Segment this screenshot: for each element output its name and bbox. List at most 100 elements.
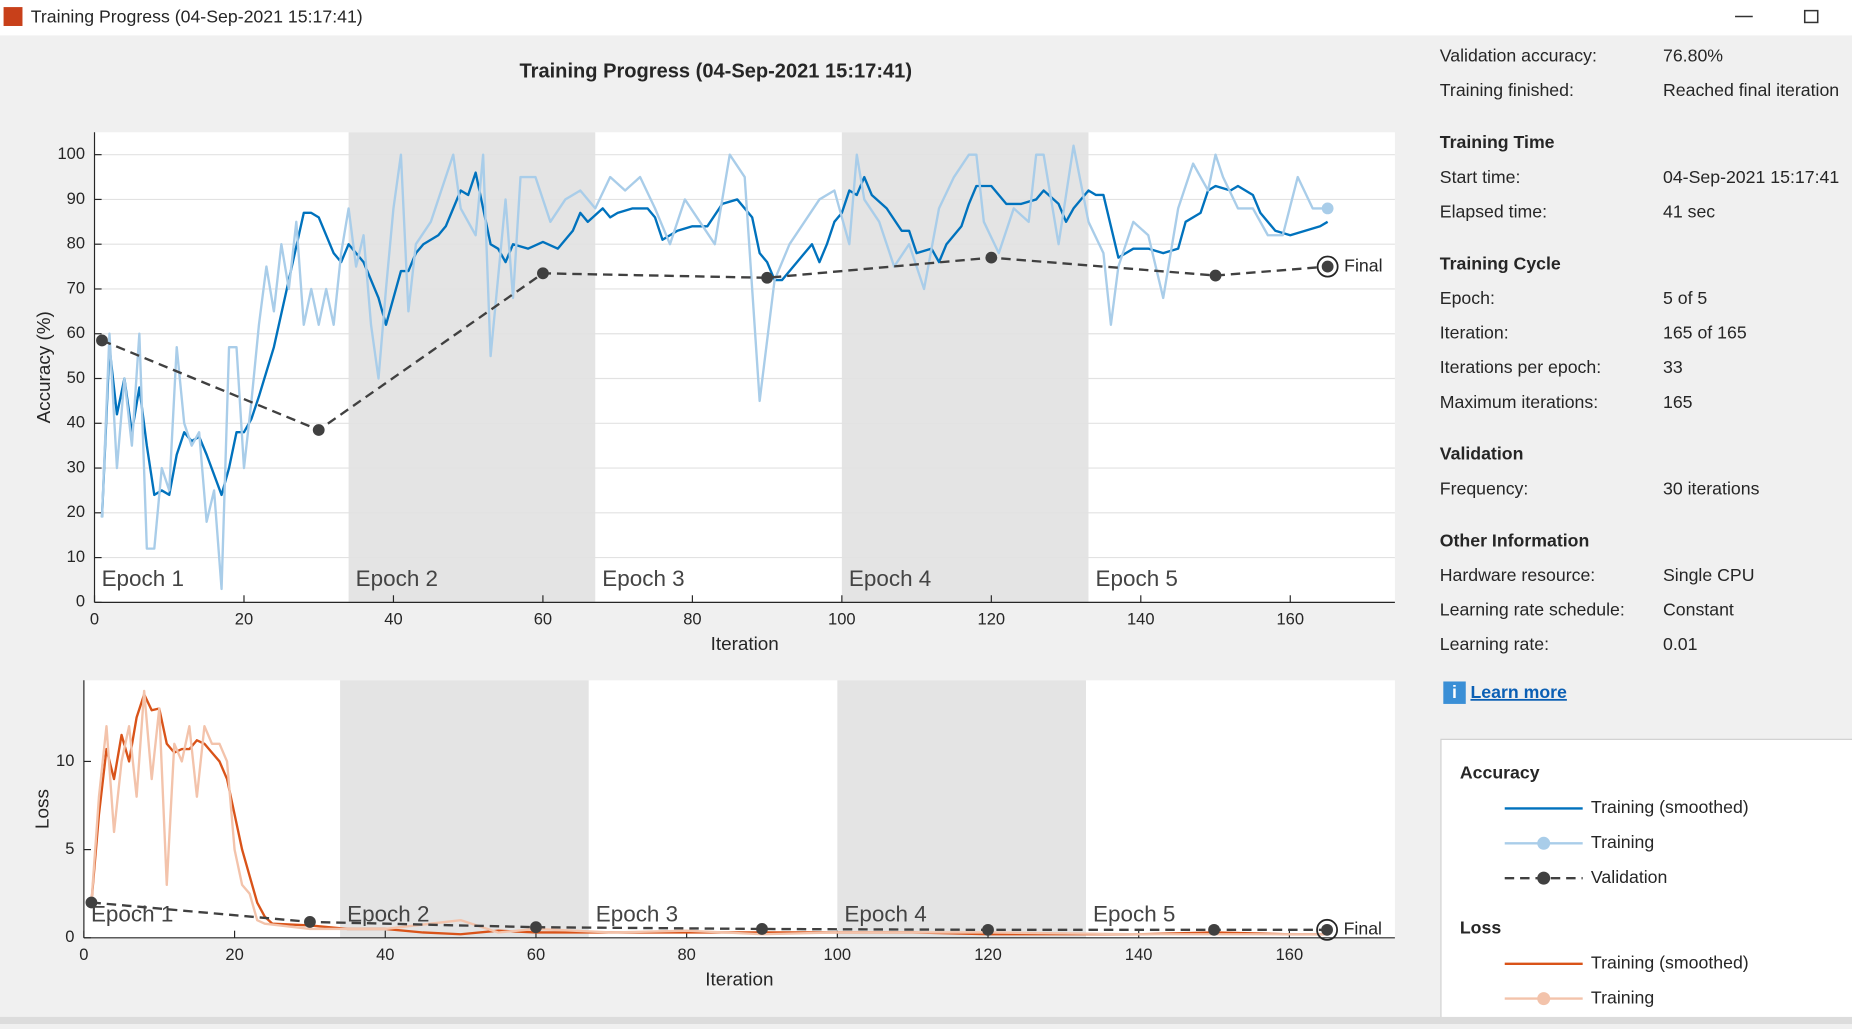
x-tick-label: 100 xyxy=(828,609,856,628)
info-label: Validation accuracy: xyxy=(1440,45,1597,65)
validation-point xyxy=(530,921,542,934)
epoch-band xyxy=(837,680,1086,938)
y-tick-label: 30 xyxy=(67,457,85,476)
validation-point xyxy=(96,334,108,347)
y-tick-label: 0 xyxy=(65,927,74,946)
info-label: Start time: xyxy=(1440,167,1521,187)
info-value: 165 xyxy=(1663,392,1693,412)
legend-label: Training (smoothed) xyxy=(1591,797,1749,817)
validation-point xyxy=(537,267,549,280)
final-marker xyxy=(1316,255,1339,278)
section-heading: Validation xyxy=(1440,444,1524,464)
info-label: Iterations per epoch: xyxy=(1440,357,1601,377)
y-tick-label: 10 xyxy=(67,547,85,566)
info-value: 41 sec xyxy=(1663,201,1715,221)
epoch-band xyxy=(340,680,589,938)
epoch-band xyxy=(348,132,596,603)
epoch-label: Epoch 5 xyxy=(1093,901,1175,926)
legend-heading: Loss xyxy=(1460,918,1501,938)
info-icon xyxy=(1443,681,1466,704)
y-tick-label: 20 xyxy=(67,502,85,521)
validation-point xyxy=(1321,923,1333,936)
epoch-label: Epoch 1 xyxy=(91,901,173,926)
section-heading: Other Information xyxy=(1440,530,1590,550)
series-line xyxy=(90,689,1328,936)
x-tick-label: 60 xyxy=(527,945,545,964)
y-tick-label: 0 xyxy=(76,592,85,611)
epoch-label: Epoch 2 xyxy=(347,901,429,926)
validation-point xyxy=(1208,923,1220,936)
app-icon xyxy=(3,7,23,26)
x-tick-label: 20 xyxy=(235,609,253,628)
x-tick-label: 140 xyxy=(1127,609,1155,628)
section-heading: Training Time xyxy=(1440,132,1555,152)
info-label: Learning rate schedule: xyxy=(1440,600,1625,620)
validation-point xyxy=(756,923,768,935)
legend-heading: Accuracy xyxy=(1460,762,1540,782)
info-label: Learning rate: xyxy=(1440,634,1549,654)
x-tick-label: 80 xyxy=(683,609,701,628)
plot-area xyxy=(83,680,1395,938)
validation-point xyxy=(985,251,998,264)
y-tick-label: 90 xyxy=(67,189,85,208)
info-value: 30 iterations xyxy=(1663,478,1760,498)
figure-title: Training Progress (04-Sep-2021 15:17:41) xyxy=(520,60,913,82)
learn-more-link[interactable]: Learn more xyxy=(1470,682,1567,702)
info-value: 04-Sep-2021 15:17:41 xyxy=(1663,167,1839,187)
y-tick-label: 80 xyxy=(67,234,85,253)
validation-point xyxy=(312,424,325,436)
final-marker xyxy=(1316,918,1339,941)
epoch-label: Epoch 3 xyxy=(602,566,684,591)
x-tick-label: 140 xyxy=(1125,945,1153,964)
legend-marker xyxy=(1537,992,1551,1006)
validation-point xyxy=(304,916,316,928)
info-value: Constant xyxy=(1663,600,1734,620)
epoch-label: Epoch 2 xyxy=(356,566,438,591)
validation-point xyxy=(982,923,994,936)
info-value: 0.01 xyxy=(1663,634,1697,654)
y-axis-label: Loss xyxy=(33,789,54,829)
x-tick-label: 120 xyxy=(978,609,1006,628)
y-tick-label: 50 xyxy=(67,368,85,387)
info-label: Elapsed time: xyxy=(1440,201,1547,221)
x-axis-label: Iteration xyxy=(711,634,779,655)
x-tick-label: 40 xyxy=(376,945,394,964)
legend-marker xyxy=(1537,871,1551,885)
info-value: Single CPU xyxy=(1663,565,1755,585)
validation-point xyxy=(85,896,98,909)
series-line xyxy=(100,144,1328,591)
epoch-label: Epoch 5 xyxy=(1096,566,1178,591)
validation-point xyxy=(1209,269,1222,282)
info-label: Training finished: xyxy=(1440,80,1574,100)
x-tick-label: 60 xyxy=(534,609,552,628)
x-tick-label: 40 xyxy=(384,609,402,628)
legend-label: Validation xyxy=(1591,867,1667,887)
info-label: Epoch: xyxy=(1440,288,1495,308)
epoch-band xyxy=(841,132,1089,603)
y-axis-label: Accuracy (%) xyxy=(34,311,55,423)
legend-marker xyxy=(1537,836,1551,850)
x-tick-label: 0 xyxy=(79,945,88,964)
legend-box xyxy=(1440,738,1852,1029)
validation-point xyxy=(1321,260,1334,273)
final-label: Final xyxy=(1344,919,1382,939)
final-label: Final xyxy=(1344,255,1382,275)
legend-label: Training (smoothed) xyxy=(1591,952,1749,972)
restore-button[interactable] xyxy=(1803,9,1819,24)
x-tick-label: 160 xyxy=(1276,609,1304,628)
plot-area xyxy=(94,132,1395,603)
x-tick-label: 0 xyxy=(90,609,99,628)
info-label: Iteration: xyxy=(1440,323,1509,343)
x-tick-label: 80 xyxy=(677,945,695,964)
window-title: Training Progress (04-Sep-2021 15:17:41) xyxy=(31,6,363,26)
validation-point xyxy=(761,271,774,284)
epoch-label: Epoch 4 xyxy=(844,901,926,926)
epoch-label: Epoch 3 xyxy=(596,901,678,926)
info-label: Frequency: xyxy=(1440,478,1529,498)
x-tick-label: 100 xyxy=(824,945,852,964)
legend-label: Training xyxy=(1591,987,1654,1007)
y-tick-label: 70 xyxy=(67,278,85,297)
y-tick-label: 100 xyxy=(58,144,86,163)
